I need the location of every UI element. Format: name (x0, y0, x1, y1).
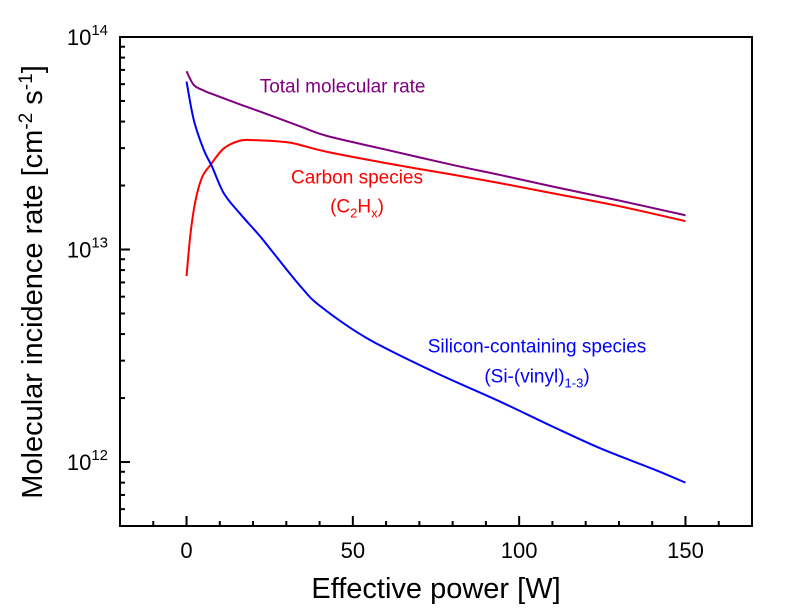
silicon-formula-post: ) (583, 367, 589, 388)
y-axis-title: Molecular incidence rate [cm-2 s-1] (16, 65, 50, 499)
carbon-formula-mid: H (357, 197, 371, 218)
y-tick-label-exponent: 14 (91, 22, 108, 39)
annotation-total-molecular-rate: Total molecular rate (260, 77, 426, 98)
silicon-formula-sub: 1-3 (565, 376, 584, 391)
annotation-silicon-species: Silicon-containing species (428, 337, 647, 358)
x-tick-label: 100 (501, 538, 538, 563)
y-tick-label: 1013 (67, 235, 108, 263)
carbon-formula-post: ) (378, 197, 384, 218)
annotation-carbon-species: Carbon species (291, 168, 423, 189)
y-tick-label-base: 10 (67, 25, 91, 50)
y-tick-label-exponent: 13 (91, 235, 108, 252)
y-axis-title-sup2: -1 (16, 73, 37, 90)
carbon-formula-sub1: 2 (350, 206, 357, 221)
x-axis-title: Effective power [W] (311, 573, 560, 605)
x-tick-label: 0 (180, 538, 192, 563)
x-tick-label: 50 (341, 538, 365, 563)
y-axis-title-end: ] (17, 65, 49, 73)
axes-frame (119, 36, 753, 527)
y-tick-label-base: 10 (67, 450, 91, 475)
x-tick-label: 150 (667, 538, 704, 563)
series-line-total (185, 70, 686, 217)
y-tick-label: 1012 (67, 447, 108, 475)
annotation-silicon-formula: (Si-(vinyl)1-3) (484, 367, 589, 391)
y-tick-label-base: 10 (67, 238, 91, 263)
y-tick-label: 1014 (67, 22, 108, 50)
series-line-silicon (185, 81, 686, 484)
series-line-carbon (185, 138, 686, 277)
annotation-carbon-formula: (C2Hx) (330, 197, 384, 221)
y-tick-label-exponent: 12 (91, 447, 108, 464)
series-layer (185, 70, 686, 484)
y-axis-title-mid: s (17, 90, 49, 113)
carbon-formula-pre: (C (330, 197, 350, 218)
silicon-formula-pre: (Si-(vinyl) (484, 367, 564, 388)
y-axis-title-base: Molecular incidence rate [cm (17, 130, 49, 499)
x-axis-ticks: 0 50 100 150 (119, 516, 753, 563)
carbon-formula-sub2: x (371, 206, 378, 221)
y-axis-title-sup1: -2 (16, 113, 37, 130)
